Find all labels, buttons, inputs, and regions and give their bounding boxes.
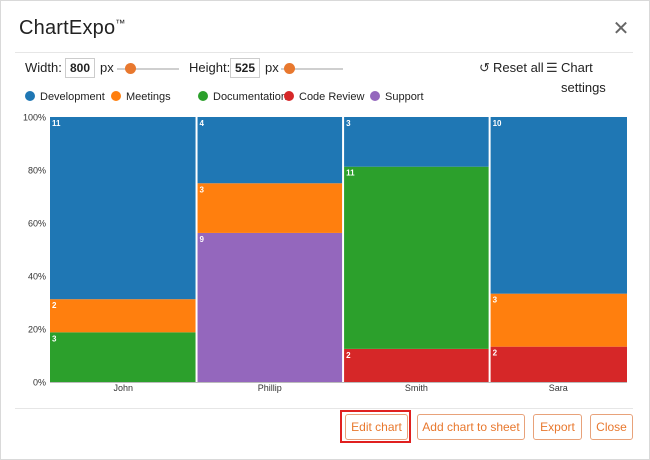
edit-chart-button[interactable]: Edit chart (345, 414, 408, 440)
marimekko-chart: 0% 20% 40% 60% 80% 100% 3 2 11 John 9 3 4 Phillip 2 11 3… (23, 113, 627, 393)
height-label: Height: (189, 60, 231, 75)
settings-sliders-icon[interactable]: ☰ (546, 60, 558, 75)
data-label: 11 (52, 119, 61, 128)
width-label: Width: (25, 60, 62, 75)
legend-item-code-review: Code Review (284, 90, 364, 104)
x-tick-label: John (114, 383, 134, 393)
height-slider-thumb[interactable] (284, 63, 295, 74)
x-tick-label: Phillip (258, 383, 282, 393)
legend-swatch (111, 91, 121, 101)
data-label: 3 (346, 119, 351, 128)
y-tick-label: 20% (28, 325, 46, 335)
legend-item-support: Support (370, 90, 424, 104)
export-button[interactable]: Export (533, 414, 582, 440)
bar-segment-meetings (490, 293, 627, 347)
y-tick-label: 60% (28, 219, 46, 229)
bar-segment-meetings (50, 299, 196, 333)
bar-segment-development (197, 117, 343, 184)
y-tick-label: 40% (28, 272, 46, 282)
add-chart-to-sheet-button[interactable]: Add chart to sheet (417, 414, 525, 440)
data-label: 2 (346, 351, 351, 360)
y-tick-label: 100% (23, 113, 46, 123)
close-button[interactable]: Close (590, 414, 633, 440)
height-slider[interactable] (281, 68, 343, 70)
x-tick-label: Smith (405, 383, 428, 393)
data-label: 10 (493, 119, 502, 128)
edit-chart-highlight (340, 410, 411, 443)
divider (15, 408, 633, 409)
bar-segment-development (50, 117, 196, 300)
width-slider[interactable] (117, 68, 179, 70)
legend-swatch (284, 91, 294, 101)
reset-icon[interactable]: ↺ (479, 60, 490, 75)
bar-segment-meetings (197, 183, 343, 233)
chart-legend: Development Meetings Documentation Code … (25, 90, 625, 106)
data-label: 4 (200, 119, 205, 128)
y-tick-label: 0% (33, 378, 46, 388)
data-label: 3 (493, 296, 498, 305)
data-label: 2 (493, 349, 498, 358)
bar-segment-support (197, 232, 343, 382)
bar-segment-documentation (344, 166, 489, 349)
data-label: 11 (346, 169, 355, 178)
x-tick-label: Sara (549, 383, 568, 393)
height-input[interactable]: 525 (230, 58, 260, 78)
legend-item-documentation: Documentation (198, 90, 287, 104)
bar-segment-code-review (490, 346, 627, 382)
legend-swatch (25, 91, 35, 101)
close-icon[interactable]: ✕ (612, 18, 630, 40)
data-label: 3 (52, 334, 57, 343)
trademark-symbol: ™ (115, 18, 126, 30)
y-tick-label: 80% (28, 166, 46, 176)
legend-item-meetings: Meetings (111, 90, 171, 104)
chart-settings-button[interactable]: Chart settings (561, 60, 606, 95)
data-label: 9 (200, 235, 205, 244)
bar-segment-development (490, 117, 627, 294)
data-label: 3 (200, 185, 205, 194)
legend-swatch (198, 91, 208, 101)
bar-segment-code-review (344, 348, 489, 382)
width-unit: px (100, 60, 114, 75)
data-label: 2 (52, 301, 57, 310)
bar-segment-documentation (50, 332, 196, 382)
legend-item-development: Development (25, 90, 105, 104)
width-slider-thumb[interactable] (125, 63, 136, 74)
divider (15, 52, 633, 53)
legend-swatch (370, 91, 380, 101)
bar-segment-development (344, 117, 489, 167)
height-unit: px (265, 60, 279, 75)
dialog-title: ChartExpo™ (19, 17, 126, 39)
width-input[interactable]: 800 (65, 58, 95, 78)
size-controls: Width: 800 px Height: 525 px ↺ Reset all… (25, 58, 635, 95)
reset-all-button[interactable]: Reset all (493, 60, 544, 75)
